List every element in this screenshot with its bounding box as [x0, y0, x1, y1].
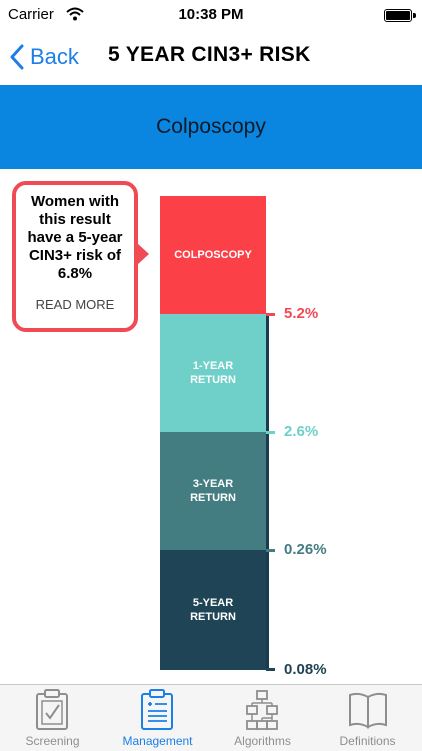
tab-algorithms[interactable]: Algorithms — [210, 685, 315, 751]
threshold-label-0-26: 0.26% — [284, 541, 327, 558]
clipboard-check-icon — [36, 689, 68, 730]
clipboard-list-icon — [141, 689, 173, 730]
back-label: Back — [30, 44, 79, 69]
bar-1-year-return: 1-YEAR RETURN — [160, 314, 266, 432]
page-title: 5 YEAR CIN3+ RISK — [108, 43, 311, 66]
threshold-tick — [266, 549, 275, 552]
read-more-link[interactable]: READ MORE — [35, 297, 115, 312]
bar-3-year-return: 3-YEAR RETURN — [160, 432, 266, 550]
bar-1-year-return-label: 1-YEAR RETURN — [190, 360, 236, 386]
risk-axis — [266, 314, 269, 670]
bar-3-year-return-label: 3-YEAR RETURN — [190, 478, 236, 504]
wifi-icon — [66, 7, 84, 25]
tab-definitions[interactable]: Definitions — [315, 685, 420, 751]
clock: 10:38 PM — [178, 6, 244, 23]
status-bar: Carrier 10:38 PM — [0, 0, 422, 32]
threshold-label-0-08: 0.08% — [284, 661, 327, 678]
tab-algorithms-label: Algorithms — [234, 734, 291, 748]
book-icon — [349, 692, 387, 729]
navigation-bar: Back 5 YEAR CIN3+ RISK — [0, 32, 422, 84]
result-banner: Colposcopy — [0, 85, 422, 169]
flowchart-icon — [246, 690, 278, 730]
threshold-tick — [266, 313, 275, 316]
bar-colposcopy: COLPOSCOPY — [160, 196, 266, 314]
tab-screening-label: Screening — [25, 734, 80, 748]
tab-management-label: Management — [122, 734, 193, 748]
carrier-label: Carrier — [8, 6, 54, 23]
bar-5-year-return: 5-YEAR RETURN — [160, 550, 266, 670]
tab-definitions-label: Definitions — [339, 734, 396, 748]
threshold-label-5-2: 5.2% — [284, 305, 319, 322]
threshold-tick — [266, 431, 275, 434]
bar-5-year-return-label: 5-YEAR RETURN — [190, 597, 236, 623]
threshold-label-2-6: 2.6% — [284, 423, 319, 440]
risk-callout: Women with this result have a 5-year CIN… — [12, 181, 149, 332]
battery-icon — [384, 9, 416, 22]
chevron-left-icon — [10, 44, 24, 70]
tab-bar: Screening Management Algorithms Definiti… — [0, 684, 422, 751]
threshold-tick — [266, 668, 275, 671]
tab-screening[interactable]: Screening — [0, 685, 105, 751]
result-title: Colposcopy — [156, 115, 266, 138]
back-button[interactable]: Back — [10, 42, 79, 72]
tab-management[interactable]: Management — [105, 685, 210, 751]
risk-message: Women with this result have a 5-year CIN… — [27, 193, 123, 282]
